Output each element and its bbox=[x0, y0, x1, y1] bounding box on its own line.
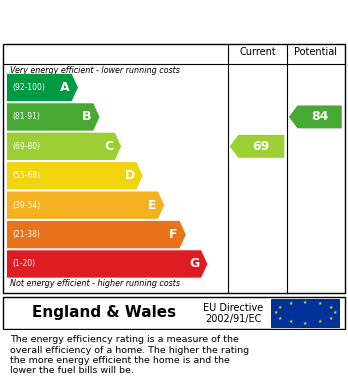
Text: (21-38): (21-38) bbox=[12, 230, 40, 239]
Text: ★: ★ bbox=[288, 319, 293, 325]
Text: (1-20): (1-20) bbox=[12, 260, 35, 269]
Polygon shape bbox=[7, 250, 207, 278]
Text: B: B bbox=[82, 110, 92, 124]
Text: A: A bbox=[60, 81, 70, 94]
Text: 2002/91/EC: 2002/91/EC bbox=[205, 314, 261, 324]
Text: (69-80): (69-80) bbox=[12, 142, 40, 151]
Text: (92-100): (92-100) bbox=[12, 83, 45, 92]
Text: ★: ★ bbox=[333, 310, 337, 315]
Text: Very energy efficient - lower running costs: Very energy efficient - lower running co… bbox=[10, 66, 180, 75]
Text: ★: ★ bbox=[303, 300, 307, 305]
Text: ★: ★ bbox=[288, 301, 293, 306]
Text: 69: 69 bbox=[253, 140, 270, 153]
Text: 84: 84 bbox=[311, 110, 328, 124]
Text: ★: ★ bbox=[318, 319, 322, 325]
Text: EU Directive: EU Directive bbox=[203, 303, 263, 312]
Text: C: C bbox=[104, 140, 113, 153]
Text: D: D bbox=[125, 169, 135, 182]
Text: ★: ★ bbox=[329, 316, 333, 321]
Text: ★: ★ bbox=[318, 301, 322, 306]
Polygon shape bbox=[289, 106, 342, 128]
Text: (81-91): (81-91) bbox=[12, 113, 40, 122]
Text: G: G bbox=[189, 258, 199, 271]
Text: ★: ★ bbox=[329, 305, 333, 310]
Text: ★: ★ bbox=[274, 310, 278, 315]
Polygon shape bbox=[7, 103, 100, 131]
Polygon shape bbox=[230, 135, 284, 158]
Text: (39-54): (39-54) bbox=[12, 201, 40, 210]
Text: ★: ★ bbox=[303, 321, 307, 326]
Text: ★: ★ bbox=[277, 305, 282, 310]
Text: (55-68): (55-68) bbox=[12, 171, 40, 180]
Text: ★: ★ bbox=[277, 316, 282, 321]
Polygon shape bbox=[7, 192, 164, 219]
Polygon shape bbox=[7, 74, 78, 101]
Text: F: F bbox=[169, 228, 178, 241]
Text: E: E bbox=[148, 199, 156, 212]
Polygon shape bbox=[7, 221, 186, 248]
Bar bbox=[271, 299, 339, 327]
Text: The energy efficiency rating is a measure of the
overall efficiency of a home. T: The energy efficiency rating is a measur… bbox=[10, 335, 250, 375]
Text: Energy Efficiency Rating: Energy Efficiency Rating bbox=[60, 11, 288, 30]
Polygon shape bbox=[7, 162, 143, 190]
Text: Current: Current bbox=[239, 47, 276, 57]
Text: England & Wales: England & Wales bbox=[32, 305, 176, 320]
Text: Not energy efficient - higher running costs: Not energy efficient - higher running co… bbox=[10, 279, 181, 288]
Text: Potential: Potential bbox=[294, 47, 337, 57]
Polygon shape bbox=[7, 133, 121, 160]
